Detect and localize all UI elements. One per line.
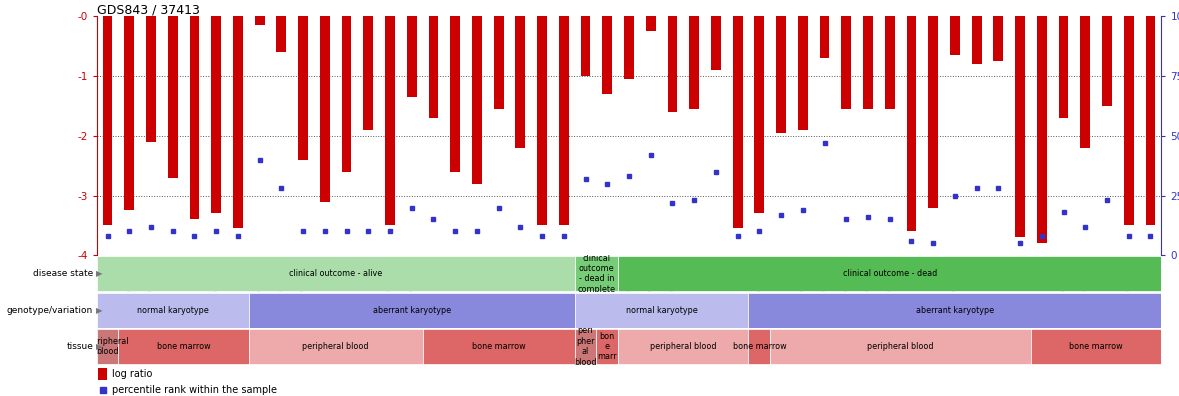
Bar	[618, 329, 749, 364]
Text: normal karyotype: normal karyotype	[137, 306, 209, 314]
Bar	[167, 16, 178, 177]
Bar	[124, 16, 134, 211]
Text: percentile rank within the sample: percentile rank within the sample	[112, 385, 277, 395]
Bar	[494, 16, 503, 109]
Bar	[1102, 16, 1112, 106]
Bar	[97, 256, 574, 291]
Bar	[1036, 16, 1047, 244]
Bar	[755, 16, 764, 213]
Text: ▶: ▶	[95, 306, 103, 314]
Bar	[1015, 16, 1025, 238]
Bar	[1146, 16, 1155, 225]
Bar	[298, 16, 308, 160]
Bar	[450, 16, 460, 171]
Bar	[884, 16, 895, 109]
Bar	[580, 16, 591, 76]
Bar	[574, 256, 618, 291]
Bar	[422, 329, 574, 364]
Bar	[819, 16, 830, 58]
Text: clinical outcome - alive: clinical outcome - alive	[289, 269, 382, 278]
Bar	[732, 16, 743, 228]
Bar	[407, 16, 416, 97]
Bar	[950, 16, 960, 55]
Bar	[103, 16, 112, 225]
Bar	[276, 16, 286, 52]
Bar	[624, 16, 634, 79]
Bar	[98, 368, 107, 380]
Bar	[994, 16, 1003, 61]
Text: aberrant karyotype: aberrant karyotype	[916, 306, 994, 314]
Text: peripheral
blood: peripheral blood	[87, 337, 129, 356]
Bar	[690, 16, 699, 109]
Text: bone marrow: bone marrow	[157, 342, 210, 351]
Text: normal karyotype: normal karyotype	[626, 306, 698, 314]
Text: bone marrow: bone marrow	[1069, 342, 1122, 351]
Bar	[190, 16, 199, 219]
Text: GDS843 / 37413: GDS843 / 37413	[97, 4, 199, 17]
Bar	[386, 16, 395, 225]
Text: tissue: tissue	[66, 342, 93, 351]
Text: bone marrow: bone marrow	[472, 342, 526, 351]
Text: bon
e
marr: bon e marr	[598, 331, 617, 362]
Text: genotype/variation: genotype/variation	[7, 306, 93, 314]
Bar	[928, 16, 938, 208]
Text: log ratio: log ratio	[112, 369, 152, 379]
Text: ▶: ▶	[95, 342, 103, 351]
Bar	[559, 16, 568, 225]
Bar	[428, 16, 439, 118]
Bar	[97, 329, 118, 364]
Bar	[770, 329, 1030, 364]
Bar	[249, 329, 422, 364]
Bar	[711, 16, 720, 70]
Bar	[602, 16, 612, 94]
Bar	[320, 16, 330, 202]
Bar	[118, 329, 249, 364]
Bar	[515, 16, 526, 148]
Bar	[574, 329, 597, 364]
Bar	[363, 16, 374, 129]
Text: bone marrow: bone marrow	[732, 342, 786, 351]
Bar	[146, 16, 156, 142]
Bar	[971, 16, 982, 64]
Bar	[667, 16, 678, 112]
Text: clinical
outcome
- dead in
complete: clinical outcome - dead in complete	[578, 253, 615, 294]
Bar	[842, 16, 851, 109]
Bar	[211, 16, 222, 213]
Text: disease state: disease state	[33, 269, 93, 278]
Text: peripheral blood: peripheral blood	[650, 342, 717, 351]
Bar	[1030, 329, 1161, 364]
Bar	[97, 293, 249, 327]
Bar	[776, 16, 786, 133]
Bar	[597, 329, 618, 364]
Bar	[342, 16, 351, 171]
Bar	[249, 293, 574, 327]
Bar	[907, 16, 916, 231]
Bar	[255, 16, 264, 25]
Text: aberrant karyotype: aberrant karyotype	[373, 306, 450, 314]
Bar	[472, 16, 482, 184]
Bar	[1059, 16, 1068, 118]
Text: peri
pher
al
blood: peri pher al blood	[574, 326, 597, 367]
Bar	[538, 16, 547, 225]
Bar	[1124, 16, 1134, 225]
Bar	[863, 16, 872, 109]
Text: clinical outcome - dead: clinical outcome - dead	[843, 269, 937, 278]
Bar	[618, 256, 1161, 291]
Text: ▶: ▶	[95, 269, 103, 278]
Bar	[749, 329, 770, 364]
Bar	[1080, 16, 1091, 148]
Bar	[749, 293, 1161, 327]
Bar	[233, 16, 243, 228]
Bar	[798, 16, 808, 129]
Text: peripheral blood: peripheral blood	[303, 342, 369, 351]
Bar	[574, 293, 749, 327]
Text: peripheral blood: peripheral blood	[868, 342, 934, 351]
Bar	[646, 16, 656, 31]
